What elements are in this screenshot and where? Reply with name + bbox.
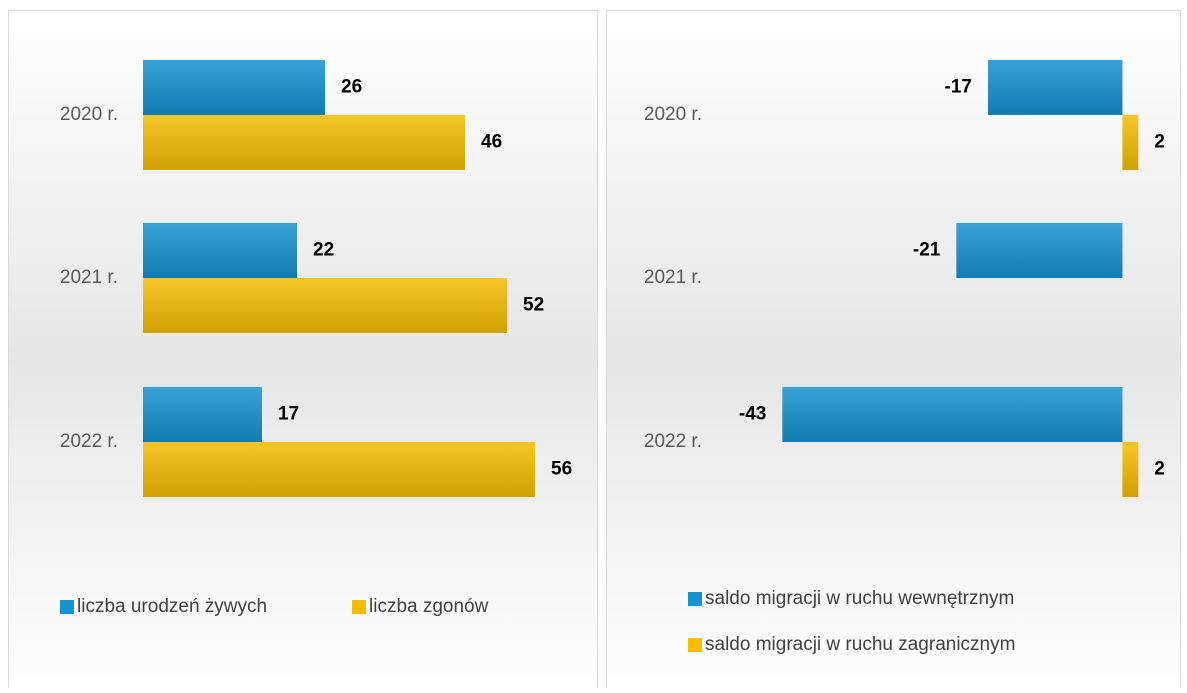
legend-swatch <box>60 600 74 614</box>
bar-shade <box>988 60 1123 115</box>
data-label: 26 <box>341 77 362 98</box>
legend-label: liczba zgonów <box>369 596 489 617</box>
y-tick-label: 2022 r. <box>644 431 702 452</box>
legend-label: liczba urodzeń żywych <box>77 596 267 617</box>
data-label: 22 <box>313 240 334 261</box>
bar-shade <box>143 60 325 115</box>
y-tick-label: 2020 r. <box>60 104 118 125</box>
data-label: 52 <box>523 295 544 316</box>
bar-shade <box>143 223 297 278</box>
bar-shade <box>1122 115 1139 170</box>
data-label: -21 <box>913 240 941 261</box>
legend-swatch <box>688 592 702 606</box>
bar-shade <box>956 223 1123 278</box>
data-label: 56 <box>551 459 572 480</box>
bar-shade <box>143 278 507 333</box>
panel <box>606 10 1181 693</box>
data-label: 17 <box>278 404 299 425</box>
y-tick-label: 2020 r. <box>644 104 702 125</box>
bar-shade <box>1122 442 1139 497</box>
y-tick-label: 2021 r. <box>644 267 702 288</box>
bar-shade <box>143 442 535 497</box>
data-label: 46 <box>481 132 502 153</box>
legend-swatch <box>352 600 366 614</box>
legend-label: saldo migracji w ruchu wewnętrznym <box>705 588 1014 609</box>
data-label: 2 <box>1154 132 1165 153</box>
bar-shade <box>782 387 1123 442</box>
bar-shade <box>143 115 465 170</box>
bar-shade <box>143 387 262 442</box>
legend-label: saldo migracji w ruchu zagranicznym <box>705 634 1015 655</box>
y-tick-label: 2021 r. <box>60 267 118 288</box>
data-label: -17 <box>945 77 972 98</box>
data-label: -43 <box>739 404 766 425</box>
data-label: 2 <box>1154 459 1165 480</box>
legend-swatch <box>688 638 702 652</box>
y-tick-label: 2022 r. <box>60 431 118 452</box>
